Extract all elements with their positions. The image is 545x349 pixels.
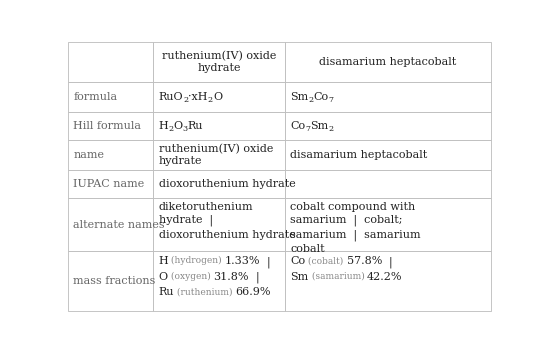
Text: cobalt compound with
samarium  |  cobalt;
samarium  |  samarium
cobalt: cobalt compound with samarium | cobalt; …	[290, 202, 421, 254]
Text: H: H	[159, 256, 168, 266]
Text: ruthenium(IV) oxide
hydrate: ruthenium(IV) oxide hydrate	[162, 51, 276, 73]
Text: formula: formula	[73, 92, 117, 102]
Text: |: |	[249, 272, 267, 283]
Text: Co: Co	[290, 256, 305, 266]
Bar	[154, 252, 285, 311]
Text: H: H	[159, 121, 168, 131]
Text: 2: 2	[308, 96, 314, 104]
Bar	[285, 82, 490, 112]
Bar	[154, 82, 285, 112]
Bar	[68, 198, 154, 252]
Text: diketoruthenium
hydrate  |
dioxoruthenium hydrate: diketoruthenium hydrate | dioxoruthenium…	[159, 202, 295, 240]
Bar	[68, 170, 154, 198]
Text: 2: 2	[168, 125, 173, 133]
Bar	[154, 140, 285, 170]
Bar	[68, 112, 154, 140]
Bar	[154, 112, 285, 140]
Text: 3: 3	[183, 125, 187, 133]
Bar	[285, 252, 490, 311]
Text: name: name	[73, 150, 104, 160]
Text: 57.8%: 57.8%	[347, 256, 382, 266]
Text: IUPAC name: IUPAC name	[73, 179, 144, 189]
Text: (samarium): (samarium)	[308, 272, 367, 281]
Text: (cobalt): (cobalt)	[305, 256, 347, 265]
Text: 2: 2	[329, 125, 334, 133]
Text: Sm: Sm	[311, 121, 329, 131]
Text: Sm: Sm	[290, 272, 308, 282]
Bar	[68, 42, 154, 82]
Text: Ru: Ru	[159, 288, 174, 297]
Bar	[154, 170, 285, 198]
Text: alternate names: alternate names	[73, 220, 165, 230]
Text: Co: Co	[290, 121, 305, 131]
Text: O: O	[159, 272, 168, 282]
Text: 7: 7	[329, 96, 334, 104]
Bar	[154, 198, 285, 252]
Text: 66.9%: 66.9%	[235, 288, 271, 297]
Text: Sm: Sm	[290, 92, 308, 102]
Text: 31.8%: 31.8%	[213, 272, 249, 282]
Text: Hill formula: Hill formula	[73, 121, 141, 131]
Text: 7: 7	[305, 125, 311, 133]
Text: RuO: RuO	[159, 92, 183, 102]
Bar	[285, 170, 490, 198]
Bar	[285, 140, 490, 170]
Text: (oxygen): (oxygen)	[168, 272, 213, 281]
Text: Co: Co	[314, 92, 329, 102]
Text: (ruthenium): (ruthenium)	[174, 288, 235, 297]
Text: disamarium heptacobalt: disamarium heptacobalt	[290, 150, 427, 160]
Bar	[285, 112, 490, 140]
Text: O: O	[173, 121, 183, 131]
Bar	[285, 42, 490, 82]
Text: mass fractions: mass fractions	[73, 276, 155, 286]
Text: ·xH: ·xH	[188, 92, 208, 102]
Text: disamarium heptacobalt: disamarium heptacobalt	[319, 57, 457, 67]
Text: dioxoruthenium hydrate: dioxoruthenium hydrate	[159, 179, 295, 189]
Text: |: |	[382, 256, 399, 268]
Text: 2: 2	[183, 96, 188, 104]
Bar	[68, 82, 154, 112]
Text: ruthenium(IV) oxide
hydrate: ruthenium(IV) oxide hydrate	[159, 144, 273, 166]
Bar	[68, 140, 154, 170]
Bar	[68, 252, 154, 311]
Text: 42.2%: 42.2%	[367, 272, 403, 282]
Text: O: O	[213, 92, 222, 102]
Text: Ru: Ru	[187, 121, 203, 131]
Bar	[154, 42, 285, 82]
Text: (hydrogen): (hydrogen)	[168, 256, 225, 266]
Text: 2: 2	[208, 96, 213, 104]
Text: |: |	[261, 256, 278, 268]
Bar	[285, 198, 490, 252]
Text: 1.33%: 1.33%	[225, 256, 261, 266]
